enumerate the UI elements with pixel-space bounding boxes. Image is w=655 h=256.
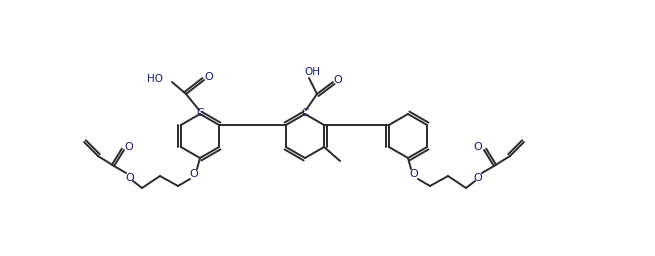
Text: OH: OH [304,67,320,77]
Text: O: O [474,142,482,152]
Text: O: O [190,169,198,179]
Text: O: O [333,75,343,85]
Text: O: O [204,72,214,82]
Text: O: O [126,173,134,183]
Text: HO: HO [147,74,163,84]
Text: O: O [474,173,482,183]
Text: O: O [124,142,134,152]
Text: O: O [409,169,419,179]
Text: C: C [196,108,204,118]
Text: C: C [301,108,309,118]
